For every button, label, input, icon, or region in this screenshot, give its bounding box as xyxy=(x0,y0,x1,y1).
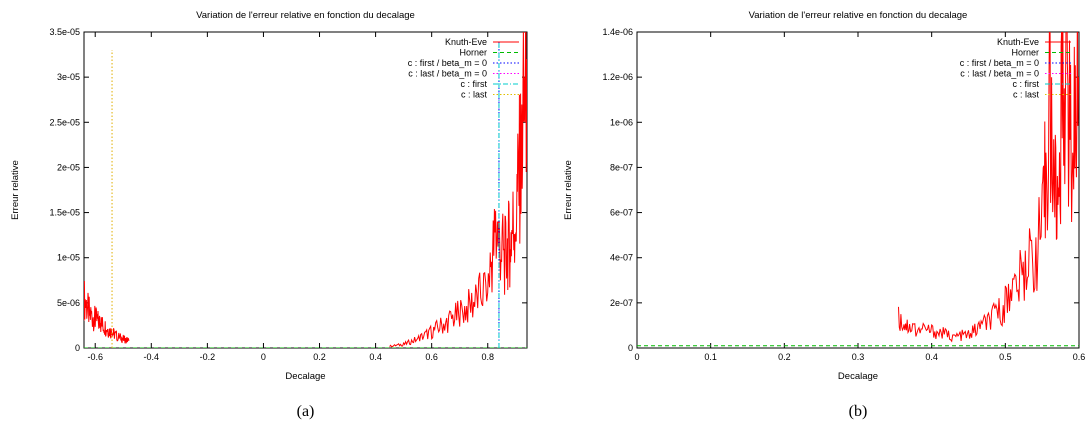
series-knuth-eve-line xyxy=(84,280,130,344)
series-knuth-eve-line xyxy=(389,32,527,348)
y-tick-label: 0 xyxy=(628,343,633,353)
y-axis-label: Erreur relative xyxy=(10,160,21,220)
chart-b: Variation de l'erreur relative en foncti… xyxy=(563,10,1086,420)
legend-label: c : first xyxy=(461,79,488,89)
y-tick-label: 5e-06 xyxy=(57,298,80,308)
y-tick-label: 0 xyxy=(75,343,80,353)
y-tick-label: 2e-07 xyxy=(610,298,633,308)
chart-title: Variation de l'erreur relative en foncti… xyxy=(196,10,415,21)
legend-label: Horner xyxy=(459,48,487,58)
plot-area xyxy=(84,32,527,348)
x-tick-label: 0.5 xyxy=(999,352,1012,362)
legend-label: c : last / beta_m = 0 xyxy=(408,69,487,79)
series-knuth-eve-line xyxy=(898,32,1079,343)
y-tick-label: 1.2e-06 xyxy=(602,72,633,82)
x-tick-label: 0.6 xyxy=(425,352,438,362)
y-tick-label: 1e-05 xyxy=(57,253,80,263)
chart-a: Variation de l'erreur relative en foncti… xyxy=(10,10,528,420)
y-axis-label: Erreur relative xyxy=(563,160,574,220)
y-tick-label: 1.4e-06 xyxy=(602,27,633,37)
legend-label: c : first / beta_m = 0 xyxy=(960,58,1039,68)
x-tick-label: 0.2 xyxy=(778,352,791,362)
plot-area xyxy=(637,32,1079,347)
legend-label: c : first / beta_m = 0 xyxy=(408,58,487,68)
x-tick-label: 0.4 xyxy=(925,352,938,362)
x-axis-label: Decalage xyxy=(285,371,325,382)
x-tick-label: 0 xyxy=(261,352,266,362)
legend-label: c : first xyxy=(1013,79,1040,89)
x-tick-label: -0.4 xyxy=(144,352,160,362)
y-tick-label: 6e-07 xyxy=(610,208,633,218)
y-tick-label: 2.5e-05 xyxy=(49,117,80,127)
figure-caption: (a) xyxy=(297,403,315,420)
legend-label: Knuth-Eve xyxy=(997,37,1039,47)
plot-frame xyxy=(83,31,528,349)
y-tick-label: 1.5e-05 xyxy=(49,208,80,218)
chart-title: Variation de l'erreur relative en foncti… xyxy=(749,10,968,21)
y-tick-label: 1e-06 xyxy=(610,117,633,127)
x-tick-label: -0.6 xyxy=(87,352,103,362)
x-tick-label: 0.8 xyxy=(481,352,494,362)
legend-label: Horner xyxy=(1011,48,1039,58)
x-tick-label: -0.2 xyxy=(200,352,216,362)
y-tick-label: 2e-05 xyxy=(57,162,80,172)
legend-label: c : last / beta_m = 0 xyxy=(960,69,1039,79)
x-tick-label: 0.6 xyxy=(1073,352,1086,362)
y-tick-label: 4e-07 xyxy=(610,253,633,263)
y-tick-label: 3.5e-05 xyxy=(49,27,80,37)
x-tick-label: 0.1 xyxy=(704,352,717,362)
x-tick-label: 0.4 xyxy=(369,352,382,362)
x-tick-label: 0.3 xyxy=(852,352,865,362)
x-axis-label: Decalage xyxy=(838,371,878,382)
legend-label: c : last xyxy=(1013,90,1040,100)
figure-caption: (b) xyxy=(849,403,868,420)
x-tick-label: 0 xyxy=(634,352,639,362)
legend-label: Knuth-Eve xyxy=(445,37,487,47)
y-tick-label: 3e-05 xyxy=(57,72,80,82)
legend-label: c : last xyxy=(461,90,488,100)
y-tick-label: 8e-07 xyxy=(610,162,633,172)
x-tick-label: 0.2 xyxy=(313,352,326,362)
